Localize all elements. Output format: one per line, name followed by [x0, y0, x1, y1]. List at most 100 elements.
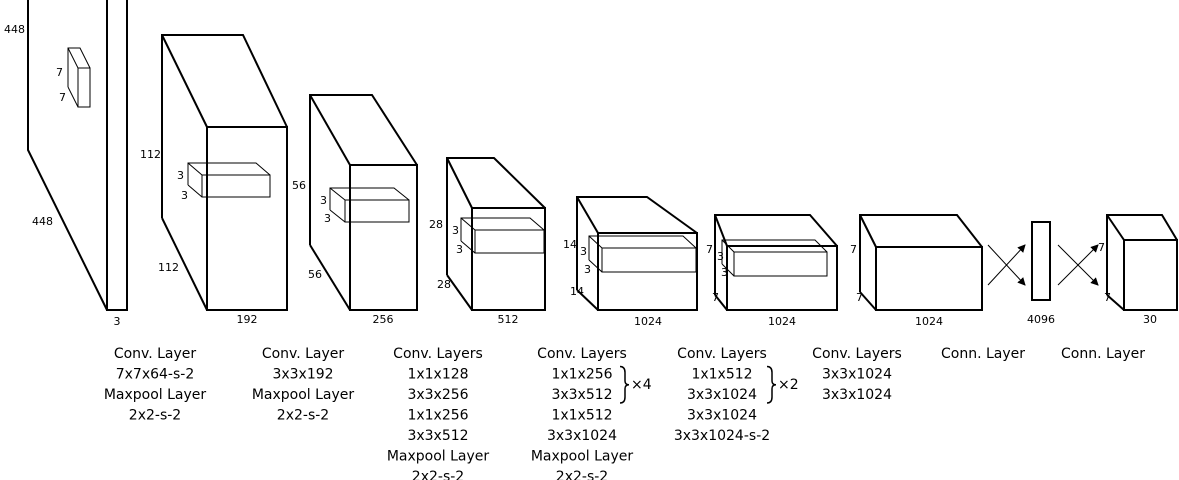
volume-edge [446, 157, 473, 209]
kernel-edge [67, 47, 91, 87]
dim-label: 512 [498, 313, 519, 326]
kernel-front [733, 251, 828, 277]
connection-arrow [1057, 244, 1099, 286]
dim-label: 56 [292, 179, 306, 192]
volume-edge [1106, 214, 1125, 241]
caption-line: 2x2-s-2 [412, 469, 464, 480]
caption-line: 3x3x1024 [547, 428, 617, 444]
caption-line: Maxpool Layer [531, 449, 634, 465]
dim-label: 30 [1143, 313, 1157, 326]
dim-label: 7 [712, 291, 719, 304]
dim-label: 28 [437, 278, 451, 291]
volume-edge [446, 274, 473, 311]
kernel-edge [460, 217, 476, 231]
kernel-label: 3 [181, 189, 188, 202]
caption-line: 3x3x256 [407, 387, 468, 403]
caption-line: 3x3x1024 [687, 387, 757, 403]
kernel-edge [588, 235, 697, 260]
dim-label: 112 [140, 148, 161, 161]
caption-line: 3x3x1024-s-2 [674, 428, 770, 444]
caption-line: Maxpool Layer [104, 387, 207, 403]
volume-edge [714, 294, 728, 311]
dim-label: 7 [706, 243, 713, 256]
dim-label: 256 [373, 313, 394, 326]
caption-line: 1x1x512 [551, 408, 612, 424]
kernel-edge [187, 184, 203, 198]
kernel-label: 3 [717, 250, 724, 263]
kernel-label: 3 [584, 263, 591, 276]
kernel-label: 3 [320, 194, 327, 207]
volume-edge [714, 214, 838, 295]
kernel-label: 3 [580, 245, 587, 258]
volume-edge [1106, 294, 1125, 311]
kernel-label: 3 [456, 243, 463, 256]
volume-edge [1106, 214, 1178, 295]
kernel-front [344, 199, 410, 223]
caption-line: Maxpool Layer [252, 387, 355, 403]
volume-edge [161, 34, 288, 218]
caption-line: Conv. Layers [393, 346, 483, 362]
caption-line: Conv. Layers [537, 346, 627, 362]
kernel-label: 7 [56, 66, 63, 79]
repeat-label: ×4 [631, 377, 652, 393]
volume-front [726, 245, 838, 311]
kernel-label: 3 [452, 224, 459, 237]
dim-label: 7 [850, 243, 857, 256]
kernel-label: 3 [324, 212, 331, 225]
kernel-edge [187, 162, 271, 185]
volume-front [349, 164, 418, 311]
dim-label: 112 [158, 261, 179, 274]
volume-edge [714, 214, 728, 247]
volume-front [471, 207, 546, 311]
kernel-front [601, 247, 697, 273]
kernel-edge [67, 47, 79, 69]
kernel-edge [187, 162, 203, 176]
kernel-label: 3 [721, 266, 728, 279]
dim-label: 448 [32, 215, 53, 228]
kernel-edge [329, 187, 410, 210]
volume-edge [309, 244, 351, 311]
kernel-front [474, 229, 545, 254]
volume-front [875, 246, 983, 311]
volume-edge [161, 34, 208, 128]
fc-layer [1031, 221, 1051, 301]
kernel-edge [588, 259, 603, 273]
caption-line: 1x1x256 [407, 408, 468, 424]
kernel-edge [460, 240, 476, 254]
caption-line: Maxpool Layer [387, 449, 490, 465]
kernel-front [201, 174, 271, 198]
dim-label: 192 [237, 313, 258, 326]
volume-front [206, 126, 288, 311]
volume-edge [309, 94, 418, 245]
caption-line: Conv. Layer [262, 346, 345, 362]
kernel-edge [721, 239, 828, 264]
brace [766, 365, 777, 404]
volume-edge [161, 217, 208, 311]
volume-edge [576, 196, 599, 234]
dim-label: 1024 [915, 315, 943, 328]
caption-line: 3x3x1024 [822, 367, 892, 383]
brace [619, 365, 630, 404]
caption-line: 7x7x64-s-2 [116, 367, 195, 383]
caption-line: 3x3x192 [272, 367, 333, 383]
volume-edge [859, 214, 877, 248]
kernel-label: 3 [177, 169, 184, 182]
caption-line: 1x1x256 [551, 367, 612, 383]
connection-arrow [987, 244, 1026, 286]
kernel-edge [588, 235, 603, 249]
dim-label: 14 [570, 285, 584, 298]
volume-edge [309, 94, 351, 166]
volume-front [1123, 239, 1178, 311]
dim-label: 14 [563, 238, 577, 251]
dim-label: 7 [1098, 241, 1105, 254]
kernel-edge [329, 209, 346, 223]
caption-line: 3x3x1024 [687, 408, 757, 424]
kernel-edge [67, 86, 79, 108]
kernel-label: 7 [59, 91, 66, 104]
caption-line: 3x3x512 [407, 428, 468, 444]
caption-line: 2x2-s-2 [277, 408, 329, 424]
dim-label: 448 [4, 23, 25, 36]
volume-edge [446, 157, 546, 275]
kernel-edge [721, 239, 735, 253]
